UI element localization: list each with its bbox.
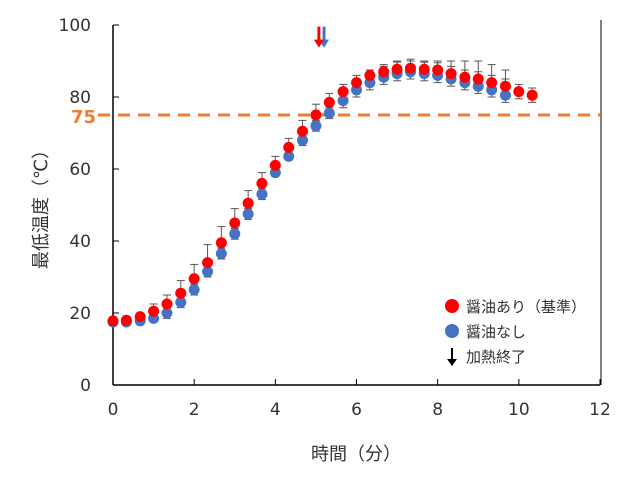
- data-point-with-soy: [215, 237, 227, 249]
- data-point-with-soy: [513, 86, 525, 98]
- x-tick-label: 2: [189, 400, 200, 420]
- data-point-with-soy: [445, 68, 457, 80]
- y-tick-label: 0: [80, 376, 91, 396]
- y-tick-label: 40: [69, 232, 91, 252]
- data-point-without-soy: [229, 228, 241, 240]
- legend-blue-dot: [445, 324, 459, 338]
- data-point-with-soy: [391, 63, 403, 75]
- data-point-with-soy: [337, 86, 349, 98]
- data-point-with-soy: [269, 159, 281, 171]
- x-axis-label: 時間（分）: [311, 444, 401, 465]
- data-point-with-soy: [175, 287, 187, 299]
- y-tick-label: 100: [59, 16, 91, 36]
- legend-label-with-soy: 醤油あり（基準）: [466, 298, 586, 316]
- arrow-head: [313, 39, 324, 48]
- data-point-without-soy: [256, 188, 268, 200]
- y-tick-label: 60: [69, 160, 91, 180]
- data-point-with-soy: [310, 109, 322, 121]
- legend-red-dot: [445, 299, 459, 313]
- reference-line-label: 75: [71, 107, 96, 128]
- data-point-with-soy: [459, 71, 471, 83]
- data-point-with-soy: [161, 298, 173, 310]
- data-point-without-soy: [161, 307, 173, 319]
- x-tick-label: 6: [351, 400, 362, 420]
- data-point-without-soy: [499, 89, 511, 101]
- y-tick-label: 80: [69, 88, 91, 108]
- data-point-with-soy: [418, 63, 430, 75]
- data-point-without-soy: [215, 248, 227, 260]
- data-point-with-soy: [148, 305, 160, 317]
- data-point-without-soy: [297, 134, 309, 146]
- y-tick-label: 20: [69, 304, 91, 324]
- data-point-with-soy: [134, 311, 146, 323]
- data-point-with-soy: [526, 89, 538, 101]
- legend-down-arrow-icon: [447, 348, 457, 366]
- x-tick-label: 8: [432, 400, 443, 420]
- data-point-with-soy: [120, 314, 132, 326]
- x-tick-label: 12: [589, 400, 611, 420]
- data-point-with-soy: [202, 257, 214, 269]
- legend-label-heating-end: 加熱終了: [466, 348, 526, 366]
- data-point-with-soy: [404, 62, 416, 74]
- data-point-without-soy: [323, 107, 335, 119]
- x-tick-label: 10: [508, 400, 530, 420]
- legend: 醤油あり（基準） 醤油なし 加熱終了: [445, 298, 586, 366]
- x-tick-label: 0: [108, 400, 119, 420]
- data-point-without-soy: [202, 266, 214, 278]
- data-point-with-soy: [256, 177, 268, 189]
- x-tick-label: 4: [270, 400, 281, 420]
- data-point-with-soy: [229, 217, 241, 229]
- data-point-without-soy: [188, 284, 200, 296]
- legend-label-without-soy: 醤油なし: [466, 323, 526, 341]
- data-point-with-soy: [499, 80, 511, 92]
- data-point-with-soy: [323, 96, 335, 108]
- data-point-without-soy: [175, 296, 187, 308]
- data-point-without-soy: [283, 150, 295, 162]
- data-point-with-soy: [242, 197, 254, 209]
- data-point-with-soy: [188, 273, 200, 285]
- data-point-with-soy: [378, 66, 390, 78]
- heating-end-arrow-icon: [313, 26, 324, 48]
- data-point-with-soy: [107, 315, 119, 327]
- data-point-with-soy: [432, 64, 444, 76]
- data-point-with-soy: [351, 77, 362, 89]
- data-point-with-soy: [472, 73, 484, 85]
- data-point-with-soy: [364, 69, 376, 81]
- y-axis-label: 最低温度（℃）: [31, 141, 52, 269]
- data-point-without-soy: [310, 120, 322, 132]
- data-point-without-soy: [242, 208, 254, 220]
- data-point-with-soy: [297, 125, 309, 137]
- data-point-without-soy: [337, 95, 349, 107]
- data-point-with-soy: [283, 141, 295, 153]
- data-point-with-soy: [486, 77, 498, 89]
